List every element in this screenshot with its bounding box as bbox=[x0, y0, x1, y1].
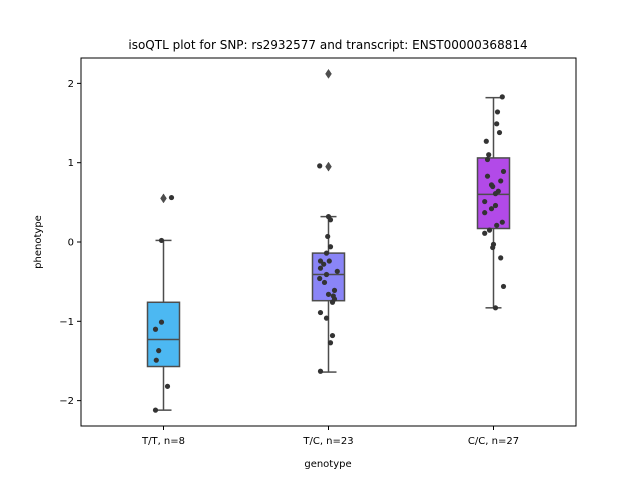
x-tick-label: T/T, n=8 bbox=[141, 436, 185, 447]
data-point bbox=[500, 168, 507, 175]
data-point bbox=[321, 261, 327, 267]
data-point bbox=[482, 198, 488, 205]
data-point bbox=[490, 244, 496, 251]
data-point bbox=[152, 407, 159, 413]
x-tick-label: T/C, n=23 bbox=[302, 436, 353, 447]
data-point bbox=[156, 348, 162, 354]
y-tick-label: 1 bbox=[68, 158, 74, 169]
data-point bbox=[168, 194, 175, 201]
data-point bbox=[498, 255, 504, 261]
plot-area: 2 1 0 −1 −2 T/T, n=8 T/C, n=23 C/C, n=27 bbox=[59, 57, 577, 447]
data-point bbox=[325, 233, 331, 240]
data-point bbox=[492, 305, 499, 311]
y-tick-label: −1 bbox=[59, 317, 74, 328]
data-point bbox=[482, 230, 488, 236]
data-point bbox=[158, 319, 165, 325]
data-point bbox=[484, 156, 491, 163]
y-axis-label: phenotype bbox=[33, 215, 44, 269]
data-point bbox=[323, 315, 330, 321]
box-iqr bbox=[146, 301, 181, 368]
data-point bbox=[317, 368, 324, 374]
data-point bbox=[500, 283, 507, 290]
outlier-marker bbox=[325, 68, 332, 79]
data-point bbox=[327, 340, 334, 346]
data-point bbox=[496, 129, 503, 136]
data-point bbox=[482, 210, 488, 216]
data-point bbox=[490, 183, 496, 190]
data-point bbox=[317, 258, 324, 264]
data-point bbox=[321, 279, 328, 286]
data-point bbox=[153, 357, 159, 363]
data-point bbox=[494, 121, 500, 127]
data-point bbox=[158, 237, 165, 244]
data-point bbox=[334, 268, 340, 274]
outlier-marker bbox=[325, 161, 332, 172]
data-point bbox=[494, 222, 500, 228]
chart-title: isoQTL plot for SNP: rs2932577 and trans… bbox=[128, 38, 527, 52]
data-point bbox=[317, 163, 323, 169]
data-point bbox=[152, 326, 159, 332]
data-point bbox=[317, 309, 324, 316]
data-point bbox=[499, 94, 505, 100]
data-point bbox=[327, 244, 334, 250]
data-point bbox=[331, 287, 338, 293]
data-point bbox=[498, 178, 504, 184]
x-axis-label: genotype bbox=[304, 459, 351, 470]
data-point bbox=[499, 219, 505, 225]
y-tick-label: 2 bbox=[68, 79, 74, 90]
y-tick-label: 0 bbox=[68, 238, 74, 249]
data-point bbox=[326, 258, 332, 264]
data-point bbox=[317, 265, 324, 271]
data-point bbox=[484, 173, 491, 179]
data-point bbox=[323, 250, 330, 256]
data-point bbox=[325, 291, 332, 297]
data-point bbox=[323, 271, 330, 278]
data-point bbox=[488, 206, 495, 212]
x-tick-label: C/C, n=27 bbox=[468, 436, 519, 447]
data-point bbox=[329, 299, 336, 305]
data-point bbox=[327, 217, 334, 223]
data-point bbox=[329, 332, 336, 339]
data-point bbox=[164, 383, 171, 389]
data-point bbox=[492, 191, 499, 197]
data-point bbox=[317, 275, 323, 282]
data-point bbox=[486, 152, 492, 158]
data-point bbox=[486, 227, 493, 233]
data-point bbox=[483, 138, 489, 144]
outlier-marker bbox=[160, 193, 167, 204]
data-point bbox=[494, 109, 501, 115]
y-tick-label: −2 bbox=[59, 396, 74, 407]
data-point bbox=[492, 202, 499, 209]
